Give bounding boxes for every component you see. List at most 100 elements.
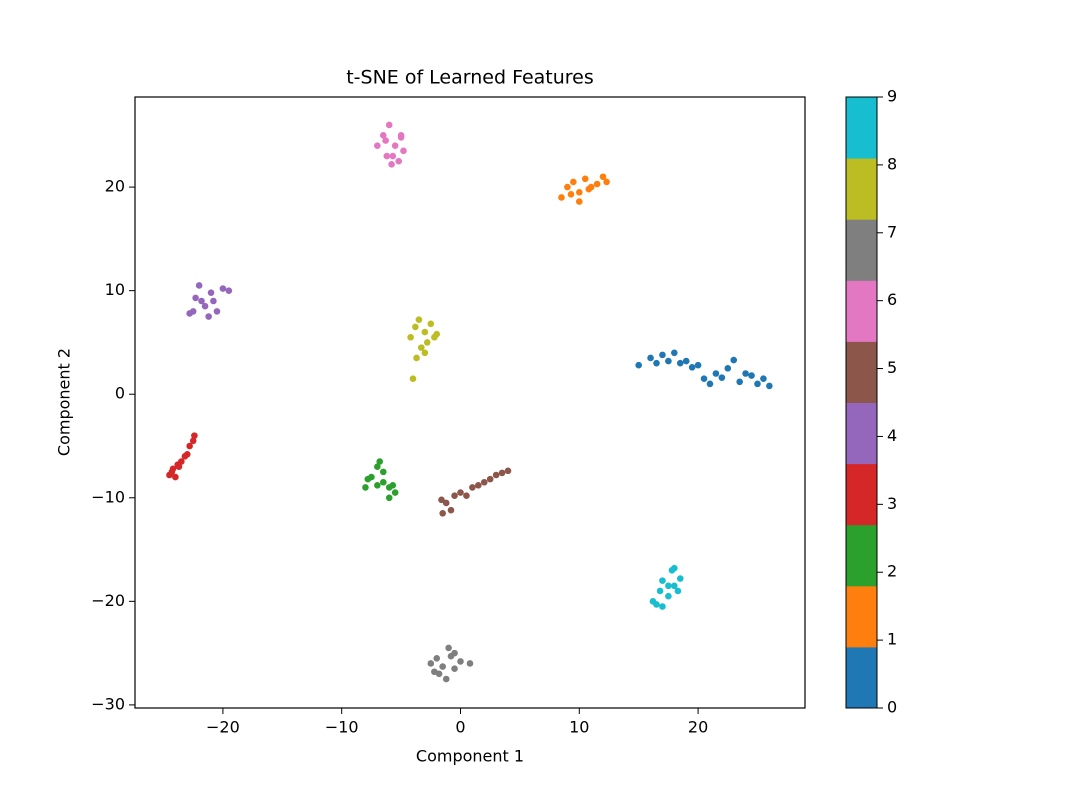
point bbox=[413, 354, 420, 362]
point bbox=[207, 289, 215, 297]
point bbox=[389, 152, 397, 160]
point bbox=[409, 375, 417, 382]
point bbox=[407, 333, 414, 341]
point bbox=[172, 473, 179, 481]
y-tick-label: −10 bbox=[91, 487, 125, 506]
point bbox=[423, 339, 431, 346]
colorbar-tick-label: 3 bbox=[887, 494, 897, 513]
point bbox=[748, 372, 755, 379]
point bbox=[700, 375, 708, 382]
colorbar-segment bbox=[846, 646, 877, 709]
point bbox=[659, 577, 666, 584]
plot-frame bbox=[134, 96, 806, 709]
point bbox=[191, 432, 198, 439]
colorbar-frame bbox=[845, 96, 878, 709]
point bbox=[417, 344, 425, 351]
point bbox=[412, 323, 419, 331]
point bbox=[469, 484, 476, 491]
point bbox=[421, 349, 429, 357]
point bbox=[201, 302, 209, 310]
colorbar-tick-label: 1 bbox=[887, 630, 897, 649]
point bbox=[736, 378, 743, 386]
y-tick-label: −30 bbox=[91, 694, 125, 713]
point bbox=[168, 468, 176, 476]
y-tick-label: −20 bbox=[91, 591, 125, 610]
point bbox=[676, 575, 684, 582]
x-tick-label: −20 bbox=[206, 718, 240, 737]
point bbox=[385, 121, 393, 129]
point bbox=[195, 282, 203, 289]
point bbox=[564, 183, 571, 191]
colorbar-tick-label: 5 bbox=[887, 358, 897, 377]
point bbox=[754, 380, 761, 388]
point bbox=[433, 654, 441, 662]
point bbox=[442, 499, 450, 507]
y-axis-label: Component 2 bbox=[55, 348, 74, 456]
colorbar-segment bbox=[846, 402, 877, 465]
point bbox=[567, 191, 575, 198]
point bbox=[742, 370, 749, 377]
point bbox=[498, 469, 506, 477]
point bbox=[694, 361, 702, 369]
point bbox=[653, 601, 660, 608]
colorbar-tick-label: 7 bbox=[887, 222, 897, 241]
point bbox=[480, 478, 488, 486]
point bbox=[676, 359, 684, 367]
point bbox=[570, 178, 577, 186]
point bbox=[706, 380, 714, 388]
point bbox=[178, 458, 185, 465]
point bbox=[382, 137, 389, 144]
point bbox=[205, 313, 212, 320]
point bbox=[712, 370, 720, 377]
point bbox=[400, 147, 407, 155]
point bbox=[427, 320, 435, 328]
point bbox=[439, 663, 446, 670]
colorbar-tick-label: 2 bbox=[887, 562, 897, 581]
point bbox=[225, 287, 233, 294]
colorbar-segment bbox=[846, 463, 877, 526]
point bbox=[442, 675, 450, 683]
point bbox=[635, 361, 642, 369]
point bbox=[362, 484, 369, 491]
point bbox=[438, 496, 445, 504]
point bbox=[647, 354, 654, 362]
point bbox=[665, 582, 672, 590]
point bbox=[447, 652, 455, 660]
point bbox=[671, 564, 678, 572]
point bbox=[466, 660, 474, 667]
point bbox=[379, 468, 387, 476]
point bbox=[219, 285, 227, 292]
point bbox=[189, 437, 197, 445]
point bbox=[383, 152, 391, 160]
point bbox=[374, 482, 381, 489]
point bbox=[682, 357, 690, 365]
point bbox=[457, 489, 464, 496]
point bbox=[385, 494, 393, 502]
colorbar-tick-label: 0 bbox=[887, 698, 897, 717]
point bbox=[504, 467, 512, 475]
point bbox=[192, 294, 199, 302]
colorbar-segment bbox=[846, 585, 877, 648]
point bbox=[374, 463, 381, 471]
point bbox=[581, 175, 589, 183]
y-tick-label: 10 bbox=[105, 280, 125, 299]
point bbox=[688, 363, 696, 371]
point bbox=[724, 365, 732, 372]
point bbox=[186, 310, 193, 317]
x-axis-label: Component 1 bbox=[416, 747, 524, 766]
point bbox=[451, 492, 458, 500]
point bbox=[439, 510, 446, 517]
point bbox=[183, 450, 191, 458]
point bbox=[718, 374, 726, 381]
point bbox=[210, 297, 217, 305]
colorbar-segment bbox=[846, 219, 877, 281]
colorbar-tick-label: 8 bbox=[887, 154, 897, 173]
point bbox=[397, 134, 405, 141]
point bbox=[659, 351, 666, 359]
point bbox=[766, 382, 773, 390]
colorbar-segment bbox=[846, 280, 877, 342]
colorbar-tick-label: 4 bbox=[887, 426, 897, 445]
x-tick-label: 10 bbox=[569, 718, 589, 737]
point bbox=[558, 194, 565, 201]
